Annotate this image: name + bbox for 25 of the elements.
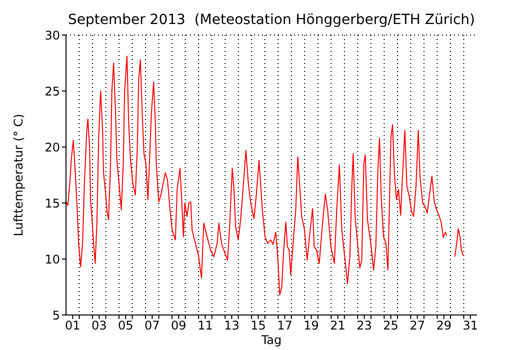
x-tick-label: 13 xyxy=(224,318,240,333)
x-tick-label: 15 xyxy=(250,318,266,333)
x-tick-label: 07 xyxy=(144,318,160,333)
y-tick-label: 25 xyxy=(44,84,60,98)
y-tick-label: 10 xyxy=(44,252,60,266)
chart-title: September 2013 (Meteostation Hönggerberg/ETH Zürich) xyxy=(66,12,476,28)
x-tick-label: 21 xyxy=(330,318,346,333)
x-tick-label: 25 xyxy=(383,318,398,333)
x-tick-label: 03 xyxy=(92,318,107,333)
x-tick-label: 31 xyxy=(462,318,478,333)
x-tick-label: 01 xyxy=(64,318,80,333)
y-tick-label: 20 xyxy=(44,140,60,154)
y-tick-label: 5 xyxy=(52,308,60,322)
x-tick-label: 23 xyxy=(356,318,372,333)
x-tick-label: 09 xyxy=(171,318,186,333)
x-axis-title: Tag xyxy=(260,333,282,347)
x-tick-label: 19 xyxy=(304,318,319,333)
x-tick-label: 11 xyxy=(198,318,213,333)
y-axis-title: Lufttemperatur (° C) xyxy=(11,114,26,236)
y-tick-label: 15 xyxy=(44,196,60,210)
x-tick-label: 27 xyxy=(410,318,425,333)
x-tick-label: 05 xyxy=(118,318,134,333)
y-tick-label: 30 xyxy=(44,28,60,42)
x-tick-label: 17 xyxy=(277,318,292,333)
x-tick-label: 29 xyxy=(436,318,452,333)
